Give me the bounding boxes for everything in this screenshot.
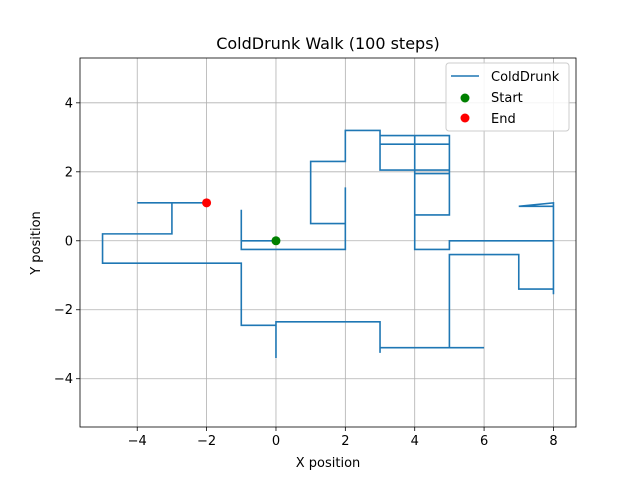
marker-end [202,198,212,208]
chart-title: ColdDrunk Walk (100 steps) [216,34,440,53]
legend: ColdDrunk Start End [445,62,570,132]
marker-start [271,236,281,246]
y-tick-label: 4 [65,96,73,111]
series-line-colddrunk [101,129,555,359]
y-tick-label: 2 [65,165,73,180]
legend-label-colddrunk: ColdDrunk [491,70,560,85]
y-tick-label: 0 [65,234,73,249]
x-tick-label: 0 [272,434,280,449]
x-tick-label: −2 [197,434,216,449]
y-tick-label: −4 [54,372,73,387]
x-axis-ticks: −4 −2 0 2 4 6 8 [128,427,558,449]
y-tick-label: −2 [54,303,73,318]
x-tick-label: 6 [480,434,488,449]
y-axis-label: Y position [29,211,44,276]
x-axis-label: X position [296,456,361,471]
legend-marker-end [460,113,470,123]
plot-area [101,129,555,359]
legend-label-end: End [491,112,516,127]
x-tick-label: 8 [549,434,557,449]
axes-frame [79,57,577,428]
x-tick-label: 2 [341,434,349,449]
legend-marker-start [460,93,470,103]
x-tick-label: −4 [128,434,147,449]
legend-label-start: Start [491,91,523,106]
x-tick-label: 4 [411,434,419,449]
legend-box [445,62,570,132]
y-axis-ticks: −4 −2 0 2 4 [54,96,80,387]
